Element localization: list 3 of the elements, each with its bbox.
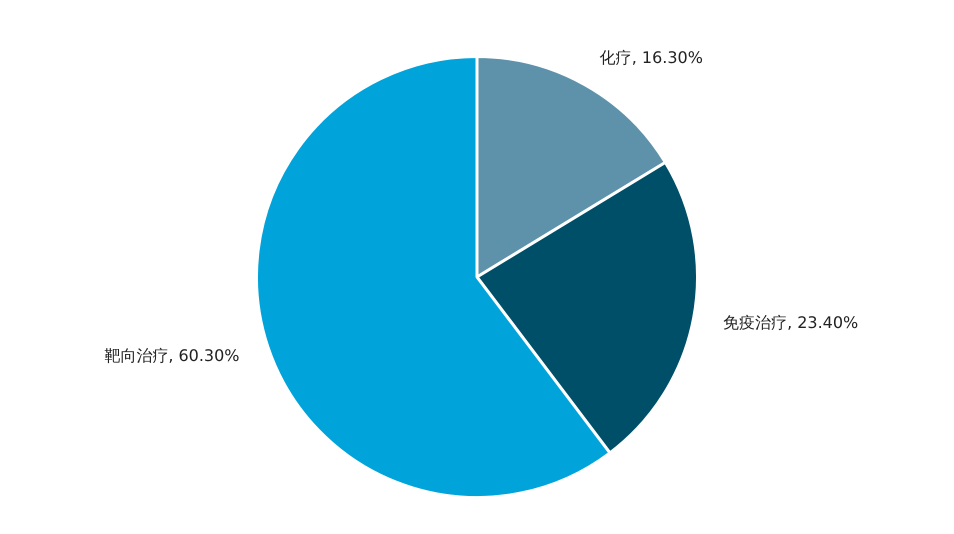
slice-label: 靶向治疗, 60.30% — [104, 346, 240, 365]
slice-label: 免疫治疗, 23.40% — [723, 313, 858, 332]
slice-label: 化疗, 16.30% — [600, 48, 703, 67]
